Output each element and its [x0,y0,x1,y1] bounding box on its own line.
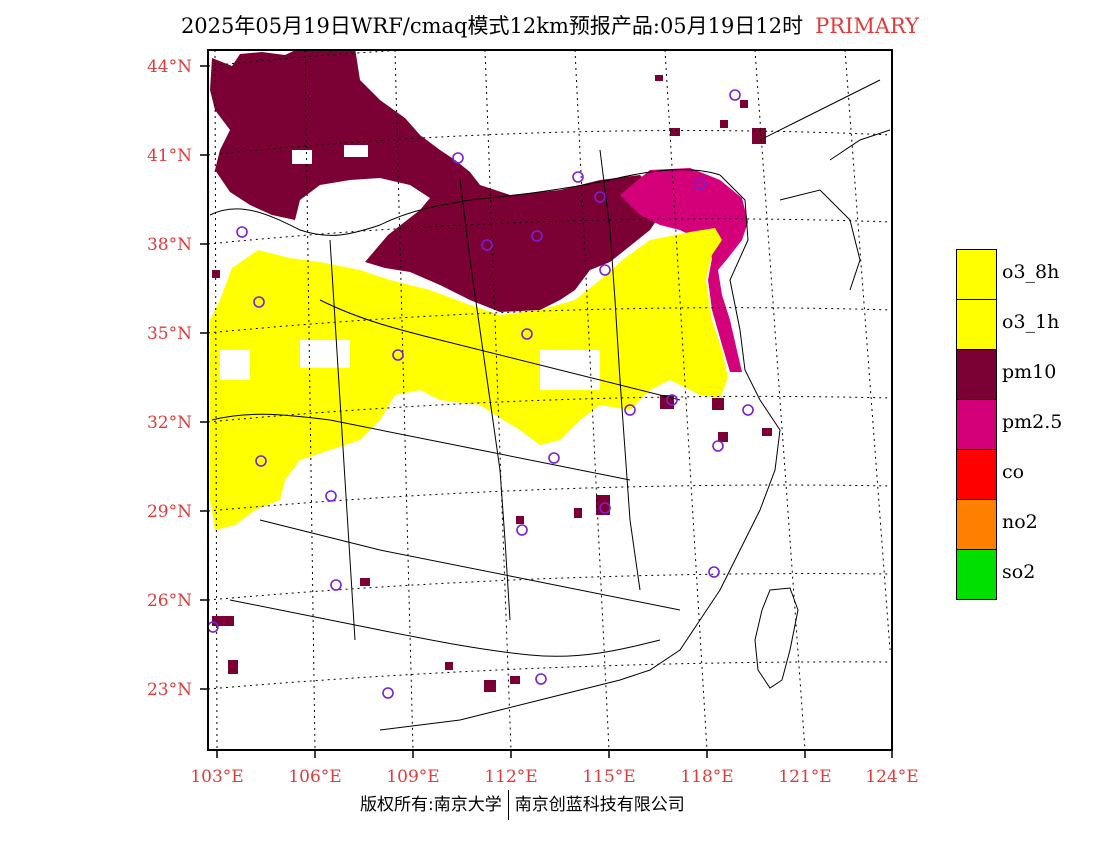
legend-swatch [956,549,997,600]
latitude-labels: 44°N 41°N 38°N 35°N 32°N 29°N 26°N 23°N [147,57,192,700]
legend-item-o3-8h: o3_8h [956,249,1096,299]
legend-label: co [1002,461,1025,483]
lon-label-115e: 115°E [582,767,635,787]
copyright-owner: 版权所有:南京大学 [360,795,502,815]
lat-label-26n: 26°N [147,591,192,611]
lat-label-32n: 32°N [147,413,192,433]
legend-label: pm10 [1002,361,1057,383]
lat-label-29n: 29°N [147,502,192,522]
map-content [208,50,892,750]
lon-label-124e: 124°E [865,767,918,787]
legend-item-so2: so2 [956,549,1096,600]
lon-label-112e: 112°E [484,767,537,787]
lat-label-23n: 23°N [147,680,192,700]
legend-label: pm2.5 [1002,411,1063,433]
pm10-scattered-spots [212,75,772,692]
legend-label: no2 [1002,511,1038,533]
legend-item-co: co [956,449,1096,499]
legend-label: o3_8h [1002,261,1060,283]
lon-label-121e: 121°E [778,767,831,787]
lon-label-103e: 103°E [190,767,243,787]
copyright-notice: 版权所有:南京大学 南京创蓝科技有限公司 [360,790,685,820]
legend-item-pm25: pm2.5 [956,399,1096,449]
lat-label-38n: 38°N [147,235,192,255]
legend-item-no2: no2 [956,499,1096,549]
tick-marks [200,65,893,758]
legend-item-pm10: pm10 [956,349,1096,399]
o3-region-central [210,228,728,530]
lon-label-106e: 106°E [288,767,341,787]
lon-label-109e: 109°E [386,767,439,787]
legend-swatch [956,349,997,399]
copyright-separator [507,790,509,820]
legend-swatch [956,399,997,449]
copyright-company: 南京创蓝科技有限公司 [514,795,685,815]
chart-title: 2025年05月19日WRF/cmaq模式12km预报产品:05月19日12时 P… [0,10,1100,40]
pm10-region-north [210,50,660,312]
lat-label-41n: 41°N [147,146,192,166]
map-frame [207,49,893,751]
legend-swatch [956,249,997,299]
lat-label-35n: 35°N [147,324,192,344]
title-tag: PRIMARY [815,14,920,38]
legend-item-o3-1h: o3_1h [956,299,1096,349]
legend-label: so2 [1002,561,1036,583]
pollutant-legend: o3_8h o3_1h pm10 pm2.5 co no2 so2 [956,249,1096,600]
boundaries [209,79,891,731]
legend-swatch [956,299,997,349]
longitude-labels: 103°E 106°E 109°E 112°E 115°E 118°E 121°… [190,767,918,787]
lat-label-44n: 44°N [147,57,192,77]
legend-label: o3_1h [1002,311,1060,333]
graticule [208,50,892,750]
monitoring-stations [208,89,754,699]
lon-label-118e: 118°E [680,767,733,787]
title-main: 2025年05月19日WRF/cmaq模式12km预报产品:05月19日12时 [180,14,804,38]
legend-swatch [956,499,997,549]
legend-swatch [956,449,997,499]
